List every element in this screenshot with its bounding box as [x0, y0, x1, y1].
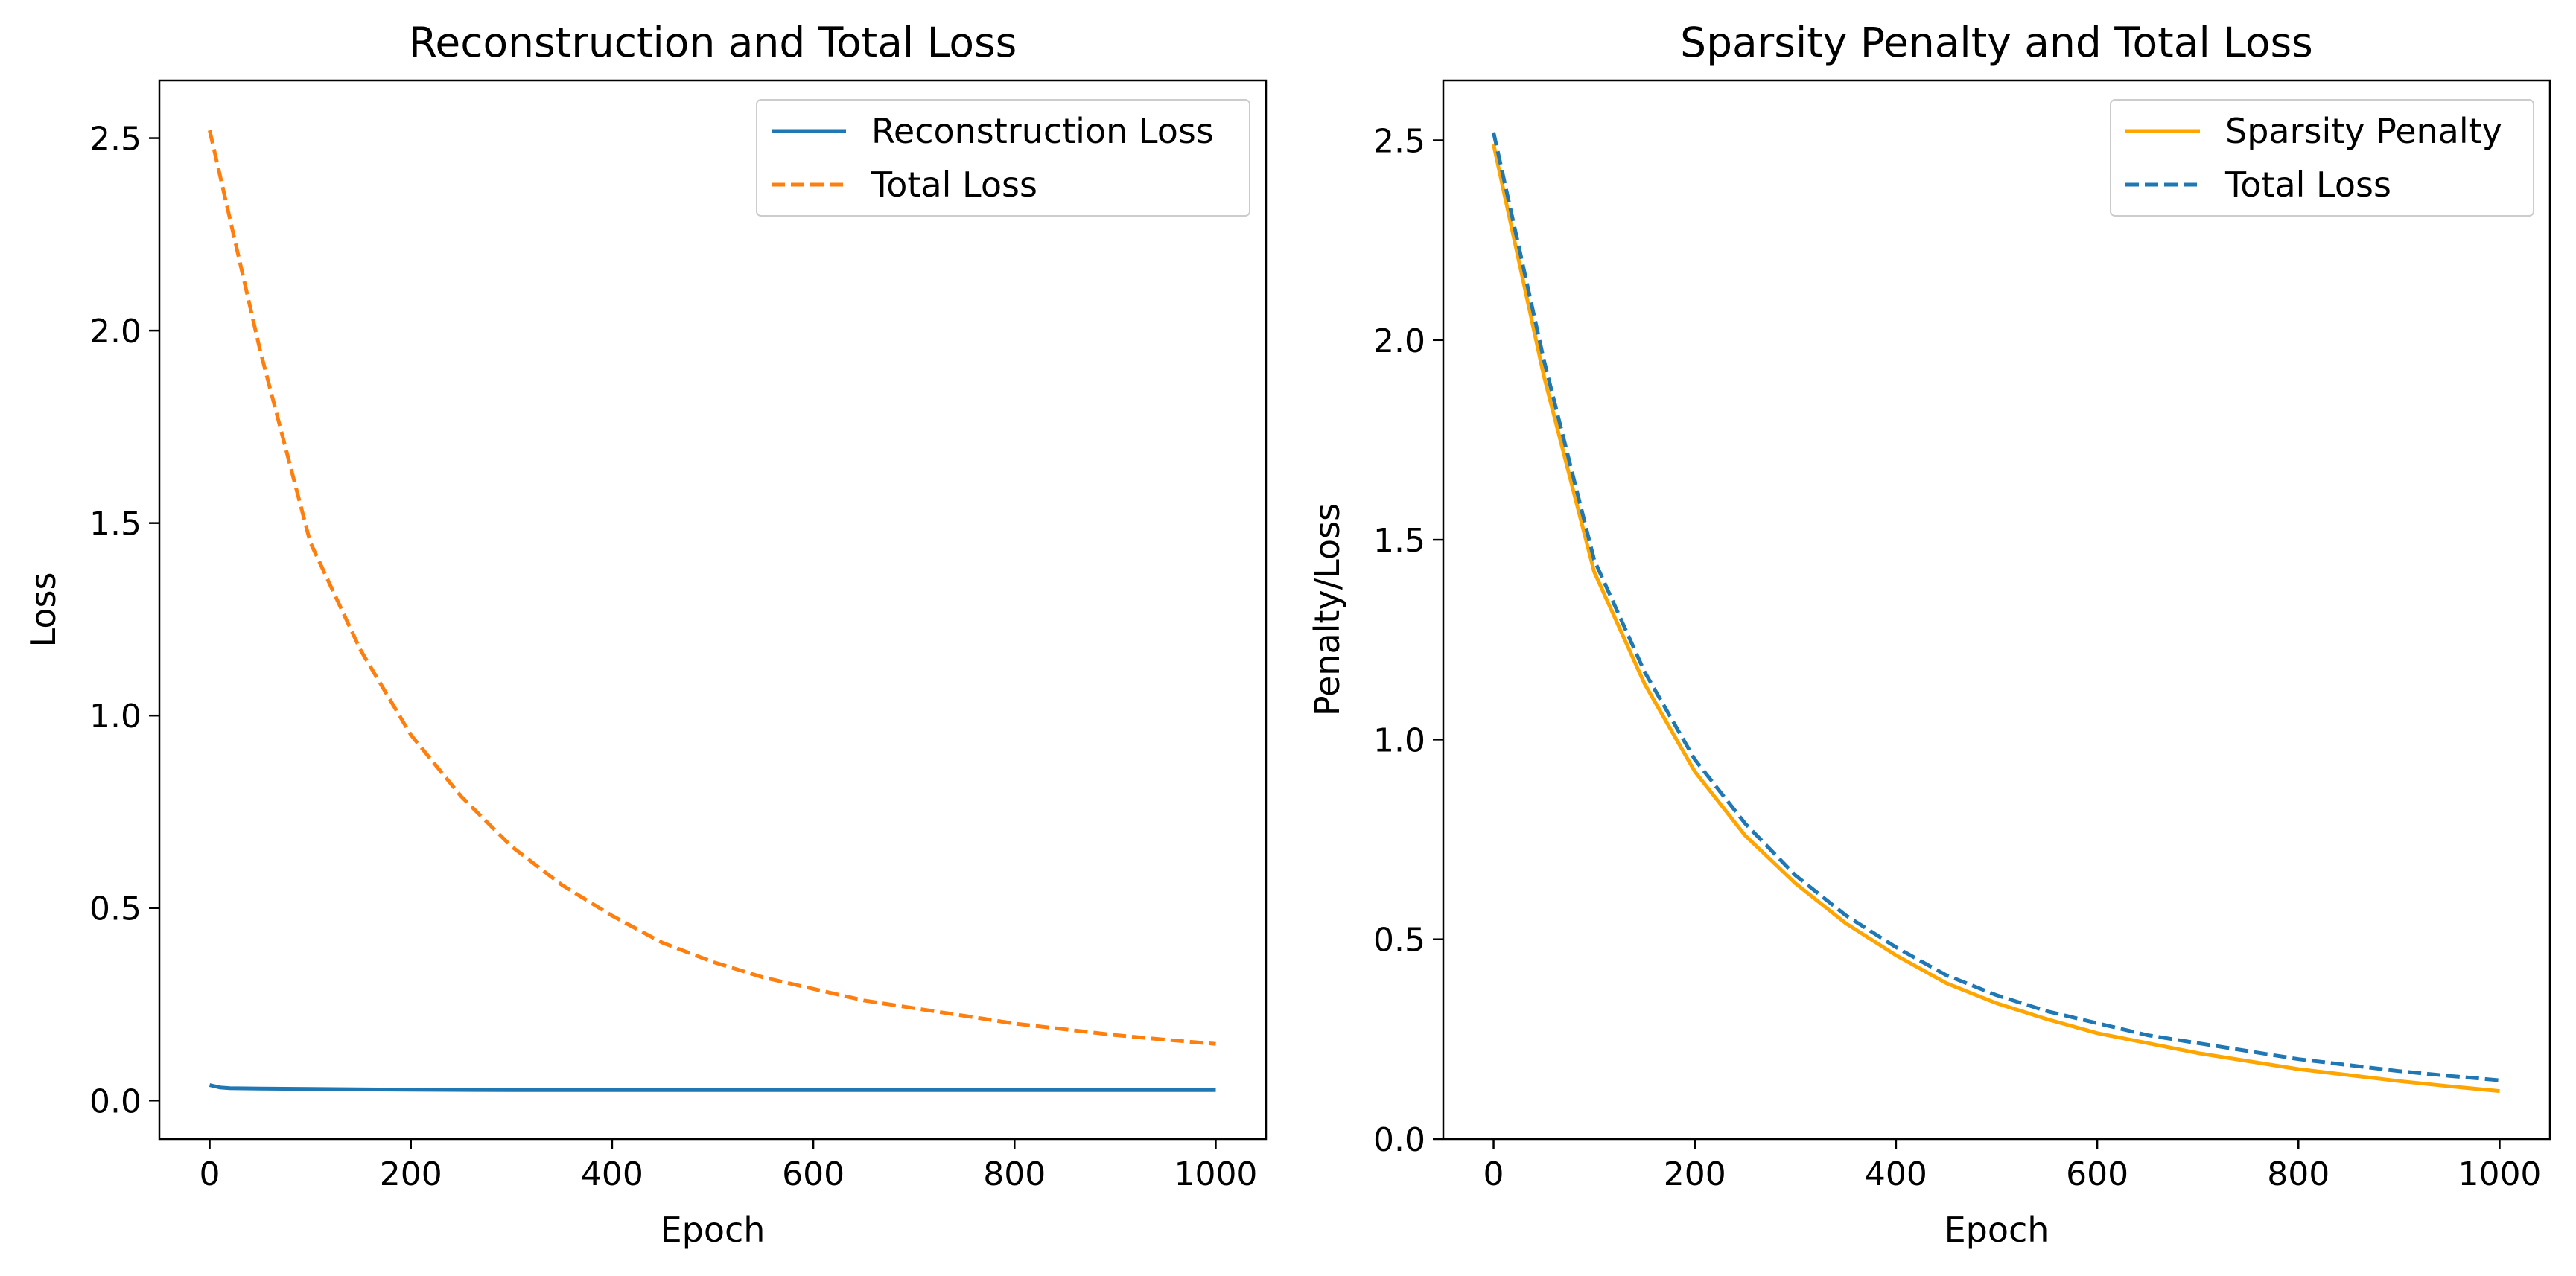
right-y-tick-label: 1.5: [1373, 522, 1425, 560]
left-x-tick-label: 400: [581, 1155, 643, 1193]
left-y-tick-label: 0.5: [89, 890, 141, 928]
left-y-tick-label: 1.5: [89, 505, 141, 543]
left-series-lines: [208, 130, 1216, 1092]
right-x-tick-label: 0: [1483, 1155, 1504, 1193]
right-x-tick-label: 600: [2066, 1155, 2128, 1193]
right-y-tick-label: 2.0: [1373, 322, 1425, 360]
right-legend-box: [2110, 99, 2534, 217]
left-legend-label-reconstruction-loss: Reconstruction Loss: [871, 111, 1214, 151]
left-y-axis-label: Loss: [23, 572, 63, 648]
right-y-axis-ticks: 0.0 0.5 1.0 1.5 2.0 2.5: [1373, 122, 1443, 1159]
right-y-tick-label: 2.5: [1373, 122, 1425, 160]
right-x-axis-label: Epoch: [1944, 1210, 2049, 1250]
left-legend-box: [756, 99, 1250, 217]
right-plot-area-frame: [1442, 79, 2551, 1141]
right-y-axis-label: Penalty/Loss: [1307, 503, 1347, 716]
right-x-tick-label: 800: [2267, 1155, 2329, 1193]
left-x-axis-ticks: 0 200 400 600 800 1000: [200, 1139, 1257, 1193]
right-y-tick-label: 0.0: [1373, 1121, 1425, 1159]
right-x-tick-label: 1000: [2458, 1155, 2541, 1193]
left-series-line-reconstruction-loss: [209, 1083, 1216, 1092]
left-y-tick-label: 2.5: [89, 121, 141, 159]
left-legend: Reconstruction Loss Total Loss: [756, 99, 1250, 217]
left-chart-panel: Reconstruction and Total Loss Epoch Loss…: [23, 19, 1268, 1250]
right-y-tick-label: 1.0: [1373, 721, 1425, 759]
right-series-line-sparsity-penalty: [1492, 144, 2500, 1094]
left-x-tick-label: 800: [983, 1155, 1046, 1193]
left-series-line-total-loss: [208, 130, 1216, 1046]
right-legend-label-total-loss: Total Loss: [2224, 165, 2391, 205]
right-x-axis-ticks: 0 200 400 600 800 1000: [1483, 1139, 2541, 1193]
right-x-tick-label: 400: [1865, 1155, 1927, 1193]
left-y-axis-ticks: 0.0 0.5 1.0 1.5 2.0 2.5: [89, 121, 159, 1120]
left-x-axis-label: Epoch: [661, 1210, 766, 1250]
right-y-tick-label: 0.5: [1373, 922, 1425, 960]
right-legend-label-sparsity-penalty: Sparsity Penalty: [2225, 111, 2502, 151]
right-chart-title: Sparsity Penalty and Total Loss: [1680, 19, 2313, 66]
left-y-tick-label: 0.0: [89, 1082, 141, 1120]
left-legend-label-total-loss: Total Loss: [871, 165, 1037, 205]
right-x-tick-label: 200: [1664, 1155, 1726, 1193]
right-legend: Sparsity Penalty Total Loss: [2110, 99, 2534, 217]
left-y-tick-label: 2.0: [89, 313, 141, 351]
left-x-tick-label: 600: [782, 1155, 845, 1193]
right-chart-panel: Sparsity Penalty and Total Loss Epoch Pe…: [1307, 19, 2551, 1250]
left-plot-area-frame: [158, 79, 1268, 1141]
left-chart-title: Reconstruction and Total Loss: [409, 19, 1017, 66]
left-x-tick-label: 0: [200, 1155, 220, 1193]
left-x-tick-label: 200: [380, 1155, 442, 1193]
right-series-line-total-loss: [1492, 132, 2500, 1082]
left-x-tick-label: 1000: [1174, 1155, 1257, 1193]
right-series-lines: [1492, 132, 2500, 1094]
left-y-tick-label: 1.0: [89, 698, 141, 736]
